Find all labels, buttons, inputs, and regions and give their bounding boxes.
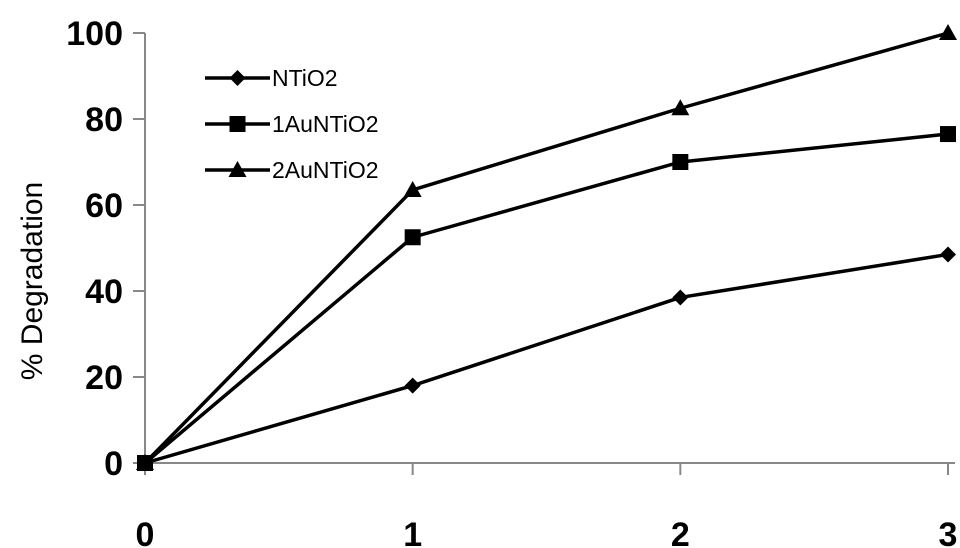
axes — [144, 33, 955, 464]
legend-marker — [229, 70, 246, 86]
data-point — [672, 289, 689, 306]
legend-label: NTiO2 — [272, 65, 338, 91]
series-line — [143, 31, 949, 465]
data-point — [939, 24, 957, 40]
legend-marker — [229, 116, 246, 132]
series-NTiO2 — [137, 246, 956, 471]
x-tick-label: 2 — [671, 516, 690, 548]
y-axis-label: % Degradation — [16, 182, 49, 380]
series-line — [143, 132, 949, 465]
y-tick-label: 40 — [85, 273, 123, 311]
x-tick-label: 1 — [403, 516, 422, 548]
y-tick-label: 20 — [85, 359, 123, 397]
data-point — [404, 377, 421, 394]
series-group — [136, 24, 957, 471]
series-line — [144, 252, 949, 465]
y-tick-label: 80 — [85, 101, 123, 139]
legend-label: 2AuNTiO2 — [272, 157, 379, 183]
x-tick-label: 3 — [939, 516, 958, 548]
series-2AuNTiO2 — [136, 24, 957, 470]
data-point — [136, 454, 154, 470]
series-1AuNTiO2 — [137, 126, 956, 471]
data-point — [940, 126, 956, 143]
data-point — [671, 99, 690, 116]
data-point — [404, 229, 421, 246]
y-tick-label: 100 — [66, 15, 123, 53]
legend: NTiO2 1AuNTiO2 2AuNTiO2 — [205, 65, 379, 183]
y-tick-label: 60 — [85, 187, 123, 225]
legend-marker — [228, 161, 247, 177]
x-tick-label: 0 — [136, 516, 155, 548]
legend-label: 1AuNTiO2 — [272, 111, 379, 137]
y-ticks: 0 20 40 60 80 100 — [66, 15, 145, 483]
data-point — [672, 154, 689, 170]
x-ticks: 0 1 2 3 — [136, 463, 958, 548]
data-point — [940, 246, 956, 263]
data-point — [403, 180, 422, 197]
y-tick-label: 0 — [104, 445, 123, 483]
